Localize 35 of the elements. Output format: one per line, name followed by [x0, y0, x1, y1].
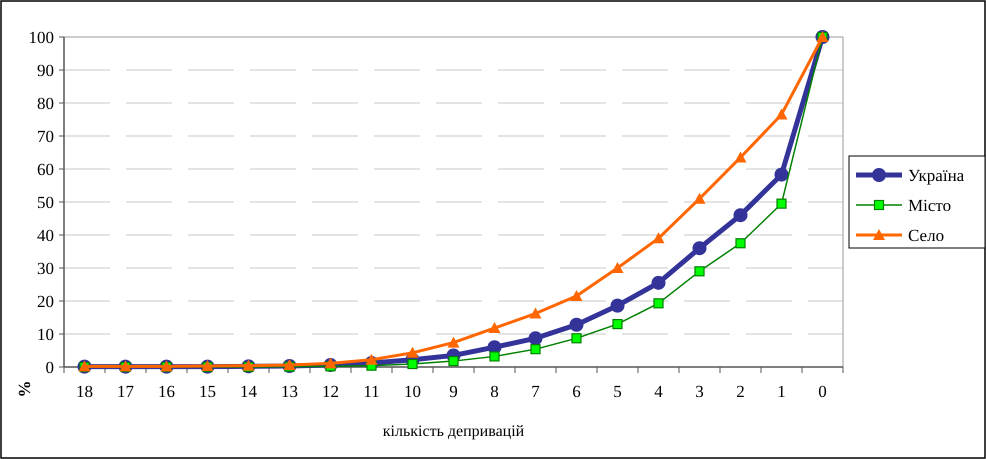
y-tick-label: 20: [37, 292, 54, 311]
x-tick-label: 3: [695, 382, 704, 401]
x-tick-label: 0: [818, 382, 827, 401]
x-tick-label: 11: [363, 382, 380, 401]
y-tick-label: 40: [37, 226, 54, 245]
x-tick-label: 15: [199, 382, 216, 401]
legend-label: Село: [908, 226, 944, 245]
x-tick-label: 7: [531, 382, 540, 401]
x-tick-label: 18: [76, 382, 93, 401]
x-tick-label: 14: [240, 382, 258, 401]
y-tick-label: 100: [28, 28, 54, 47]
y-tick-label: 50: [37, 192, 54, 212]
y-tick-label: 70: [37, 126, 54, 146]
x-tick-label: 1: [777, 382, 786, 401]
y-tick-label: 30: [37, 258, 54, 278]
y-tick-label: 0: [46, 358, 54, 377]
x-tick-label: 10: [404, 382, 421, 401]
x-tick-label: 16: [158, 382, 175, 401]
legend-label: Місто: [908, 196, 952, 215]
x-axis-title: кількість депривацій: [382, 423, 525, 440]
x-tick-label: 6: [572, 382, 581, 401]
y-tick-label: 90: [37, 60, 54, 80]
x-tick-label: 17: [117, 382, 134, 401]
x-tick-label: 8: [490, 382, 499, 401]
legend-label: Україна: [908, 166, 965, 185]
x-tick-label: 13: [281, 382, 298, 401]
x-tick-label: 12: [322, 382, 339, 401]
x-tick-label: 9: [449, 382, 458, 401]
y-axis-title: %: [15, 380, 34, 398]
x-tick-label: 4: [654, 382, 664, 401]
y-tick-label: 60: [37, 160, 54, 179]
y-tick-label: 80: [37, 94, 54, 113]
y-tick-label: 10: [37, 324, 54, 344]
x-tick-label: 2: [736, 382, 745, 401]
x-tick-label: 5: [613, 382, 622, 401]
